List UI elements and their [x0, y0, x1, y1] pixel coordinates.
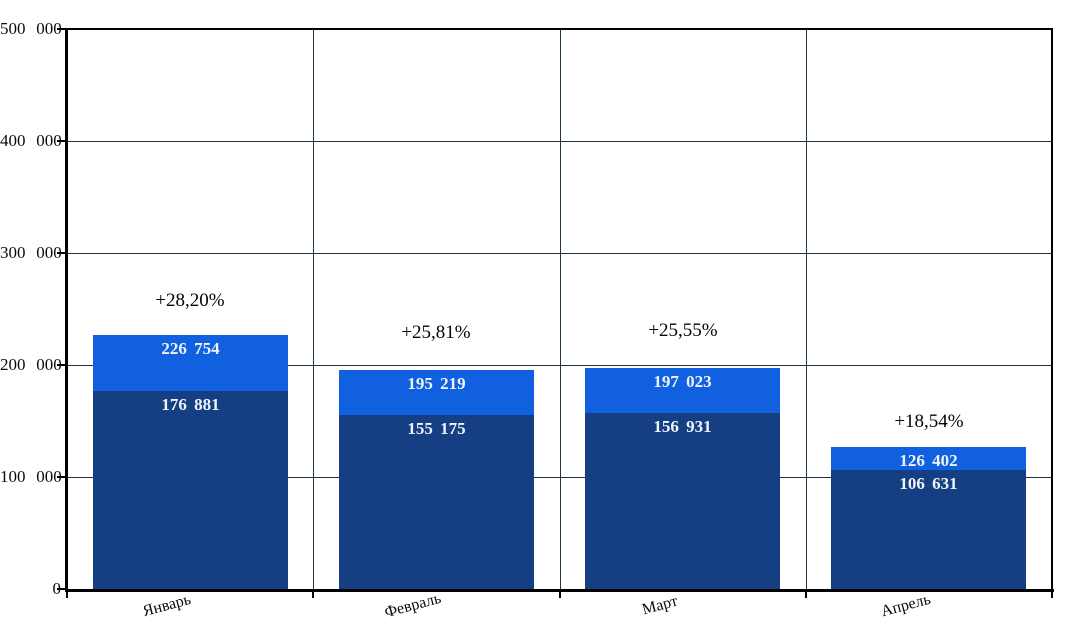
- y-axis-label: 300 000: [0, 243, 62, 262]
- plot-top-border: [67, 28, 1052, 30]
- y-axis-tick: [57, 364, 66, 366]
- h-gridline: [67, 253, 1052, 254]
- x-axis-tick: [559, 592, 561, 598]
- h-gridline: [67, 141, 1052, 142]
- v-gridline: [313, 29, 314, 589]
- v-gridline: [806, 29, 807, 589]
- growth-percent-label: +25,55%: [648, 320, 718, 341]
- bar-segment-dark: [831, 470, 1026, 589]
- y-axis-label: 400 000: [0, 131, 62, 150]
- y-axis-label: 100 000: [0, 467, 62, 486]
- x-axis-tick: [312, 592, 314, 598]
- growth-percent-label: +28,20%: [155, 290, 225, 311]
- x-axis-tick: [66, 592, 68, 598]
- y-axis-tick: [57, 588, 66, 590]
- y-axis-tick: [57, 28, 66, 30]
- x-axis-tick: [805, 592, 807, 598]
- x-axis-tick: [1051, 592, 1053, 598]
- bar-value-label-dark: 106 631: [899, 474, 958, 493]
- y-axis-line: [65, 28, 68, 592]
- bar-segment-dark: [93, 391, 288, 589]
- bar-value-label-light: 195 219: [407, 374, 466, 393]
- bar-value-label-dark: 155 175: [407, 419, 466, 438]
- growth-percent-label: +25,81%: [401, 322, 471, 343]
- bar-value-label-light: 126 402: [899, 451, 958, 470]
- y-axis-label: 200 000: [0, 355, 62, 374]
- v-gridline: [560, 29, 561, 589]
- y-axis-label: 500 000: [0, 19, 62, 38]
- h-gridline: [67, 365, 1052, 366]
- h-gridline: [67, 477, 1052, 478]
- growth-percent-label: +18,54%: [894, 411, 964, 432]
- bar-segment-dark: [585, 413, 780, 589]
- bar-segment-dark: [339, 415, 534, 589]
- bar-value-label-dark: 156 931: [653, 417, 712, 436]
- y-axis-tick: [57, 140, 66, 142]
- plot-right-border: [1051, 28, 1053, 590]
- y-axis-tick: [57, 476, 66, 478]
- x-axis-line: [65, 589, 1054, 592]
- y-axis-label: 0: [52, 579, 62, 598]
- bar-value-label-light: 226 754: [161, 339, 220, 358]
- bar-value-label-light: 197 023: [653, 372, 712, 391]
- bar-value-label-dark: 176 881: [161, 395, 220, 414]
- y-axis-tick: [57, 252, 66, 254]
